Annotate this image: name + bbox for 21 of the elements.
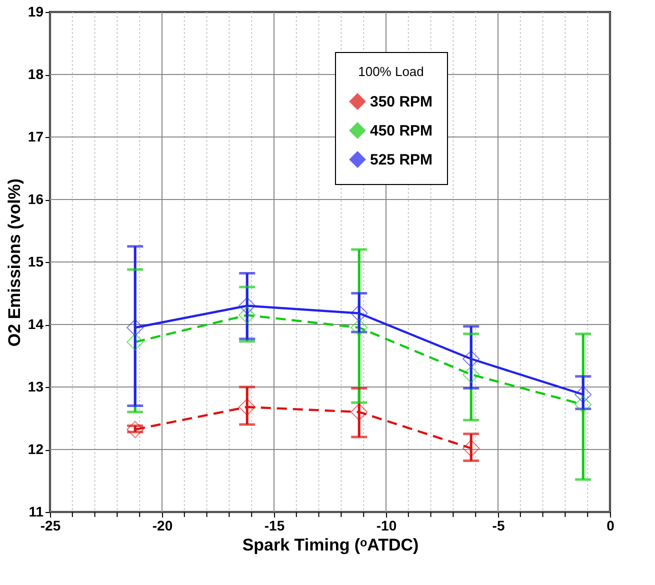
y-tick-label: 18 (28, 66, 44, 82)
legend-label: 350 RPM (370, 94, 433, 110)
x-axis-title: Spark Timing (ᵒATDC) (242, 536, 419, 554)
y-tick-label: 12 (28, 441, 44, 457)
y-tick-label: 14 (28, 316, 44, 332)
x-tick-label: 0 (606, 518, 615, 534)
y-tick-label: 15 (28, 254, 44, 270)
x-tick-label: -5 (492, 518, 505, 534)
y-tick-label: 17 (28, 128, 44, 144)
legend-label: 450 RPM (370, 122, 433, 140)
y-axis-title: O2 Emissions (vol%) (4, 178, 24, 347)
x-tick-label: -20 (152, 518, 173, 534)
legend-label: 525 RPM (370, 152, 433, 168)
x-tick-label: -15 (264, 518, 285, 534)
y-tick-label: 13 (28, 378, 44, 394)
x-tick-label: -25 (40, 518, 61, 534)
legend-title: 100% Load (358, 64, 424, 79)
x-tick-label: -10 (376, 518, 397, 534)
y-tick-label: 11 (28, 504, 44, 520)
y-tick-label: 16 (28, 191, 44, 207)
y-tick-label: 19 (28, 4, 44, 20)
